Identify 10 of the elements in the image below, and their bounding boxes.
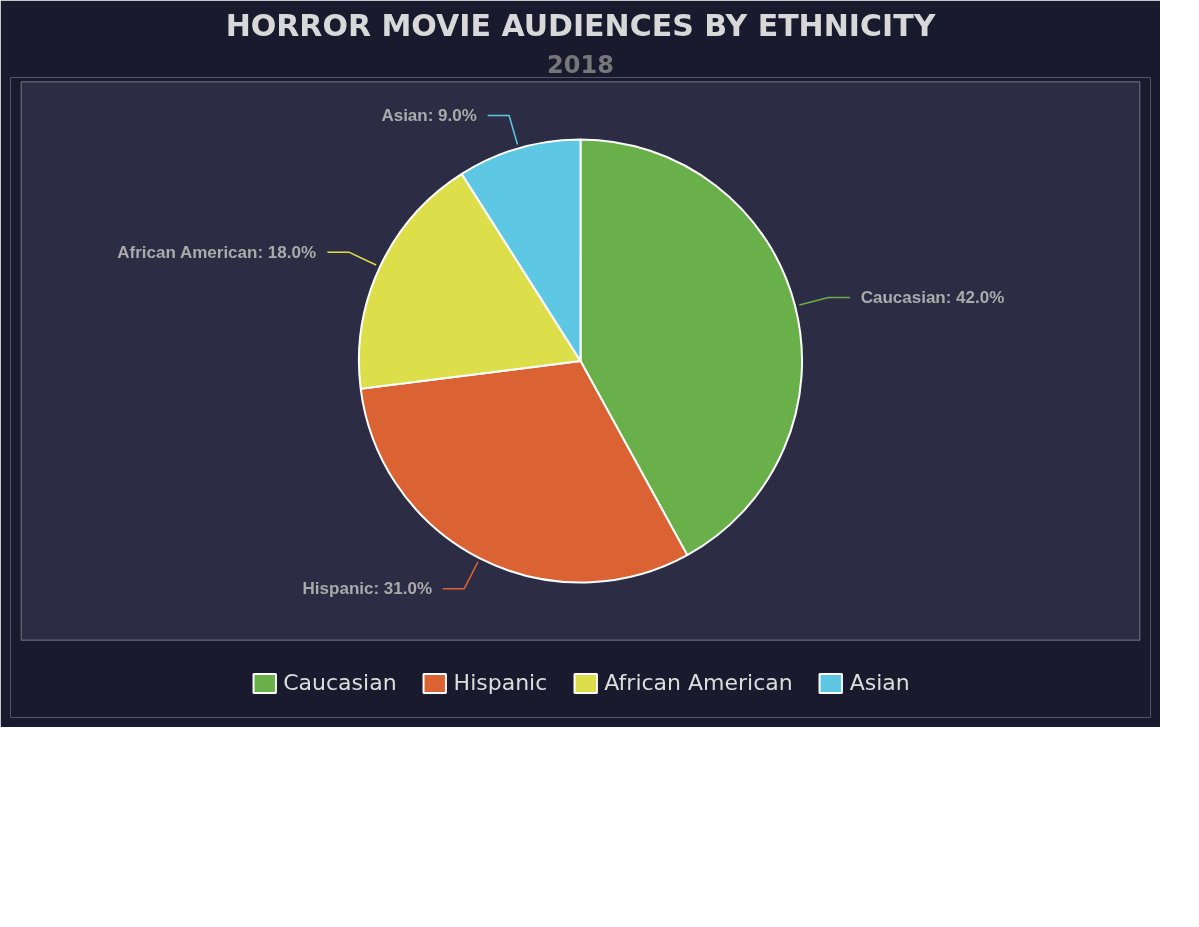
chart-subtitle: 2018	[547, 50, 614, 79]
legend-label: Asian	[849, 670, 910, 695]
data-label: Hispanic: 31.0%	[302, 579, 433, 599]
chart-title: HORROR MOVIE AUDIENCES BY ETHNICITY	[225, 7, 937, 43]
legend-label: Hispanic	[453, 670, 548, 695]
data-label: Caucasian: 42.0%	[860, 287, 1005, 307]
data-label: Asian: 9.0%	[381, 106, 477, 126]
data-label: African American: 18.0%	[117, 242, 317, 262]
legend-label: Caucasian	[283, 670, 397, 695]
legend-label: African American	[604, 670, 793, 695]
